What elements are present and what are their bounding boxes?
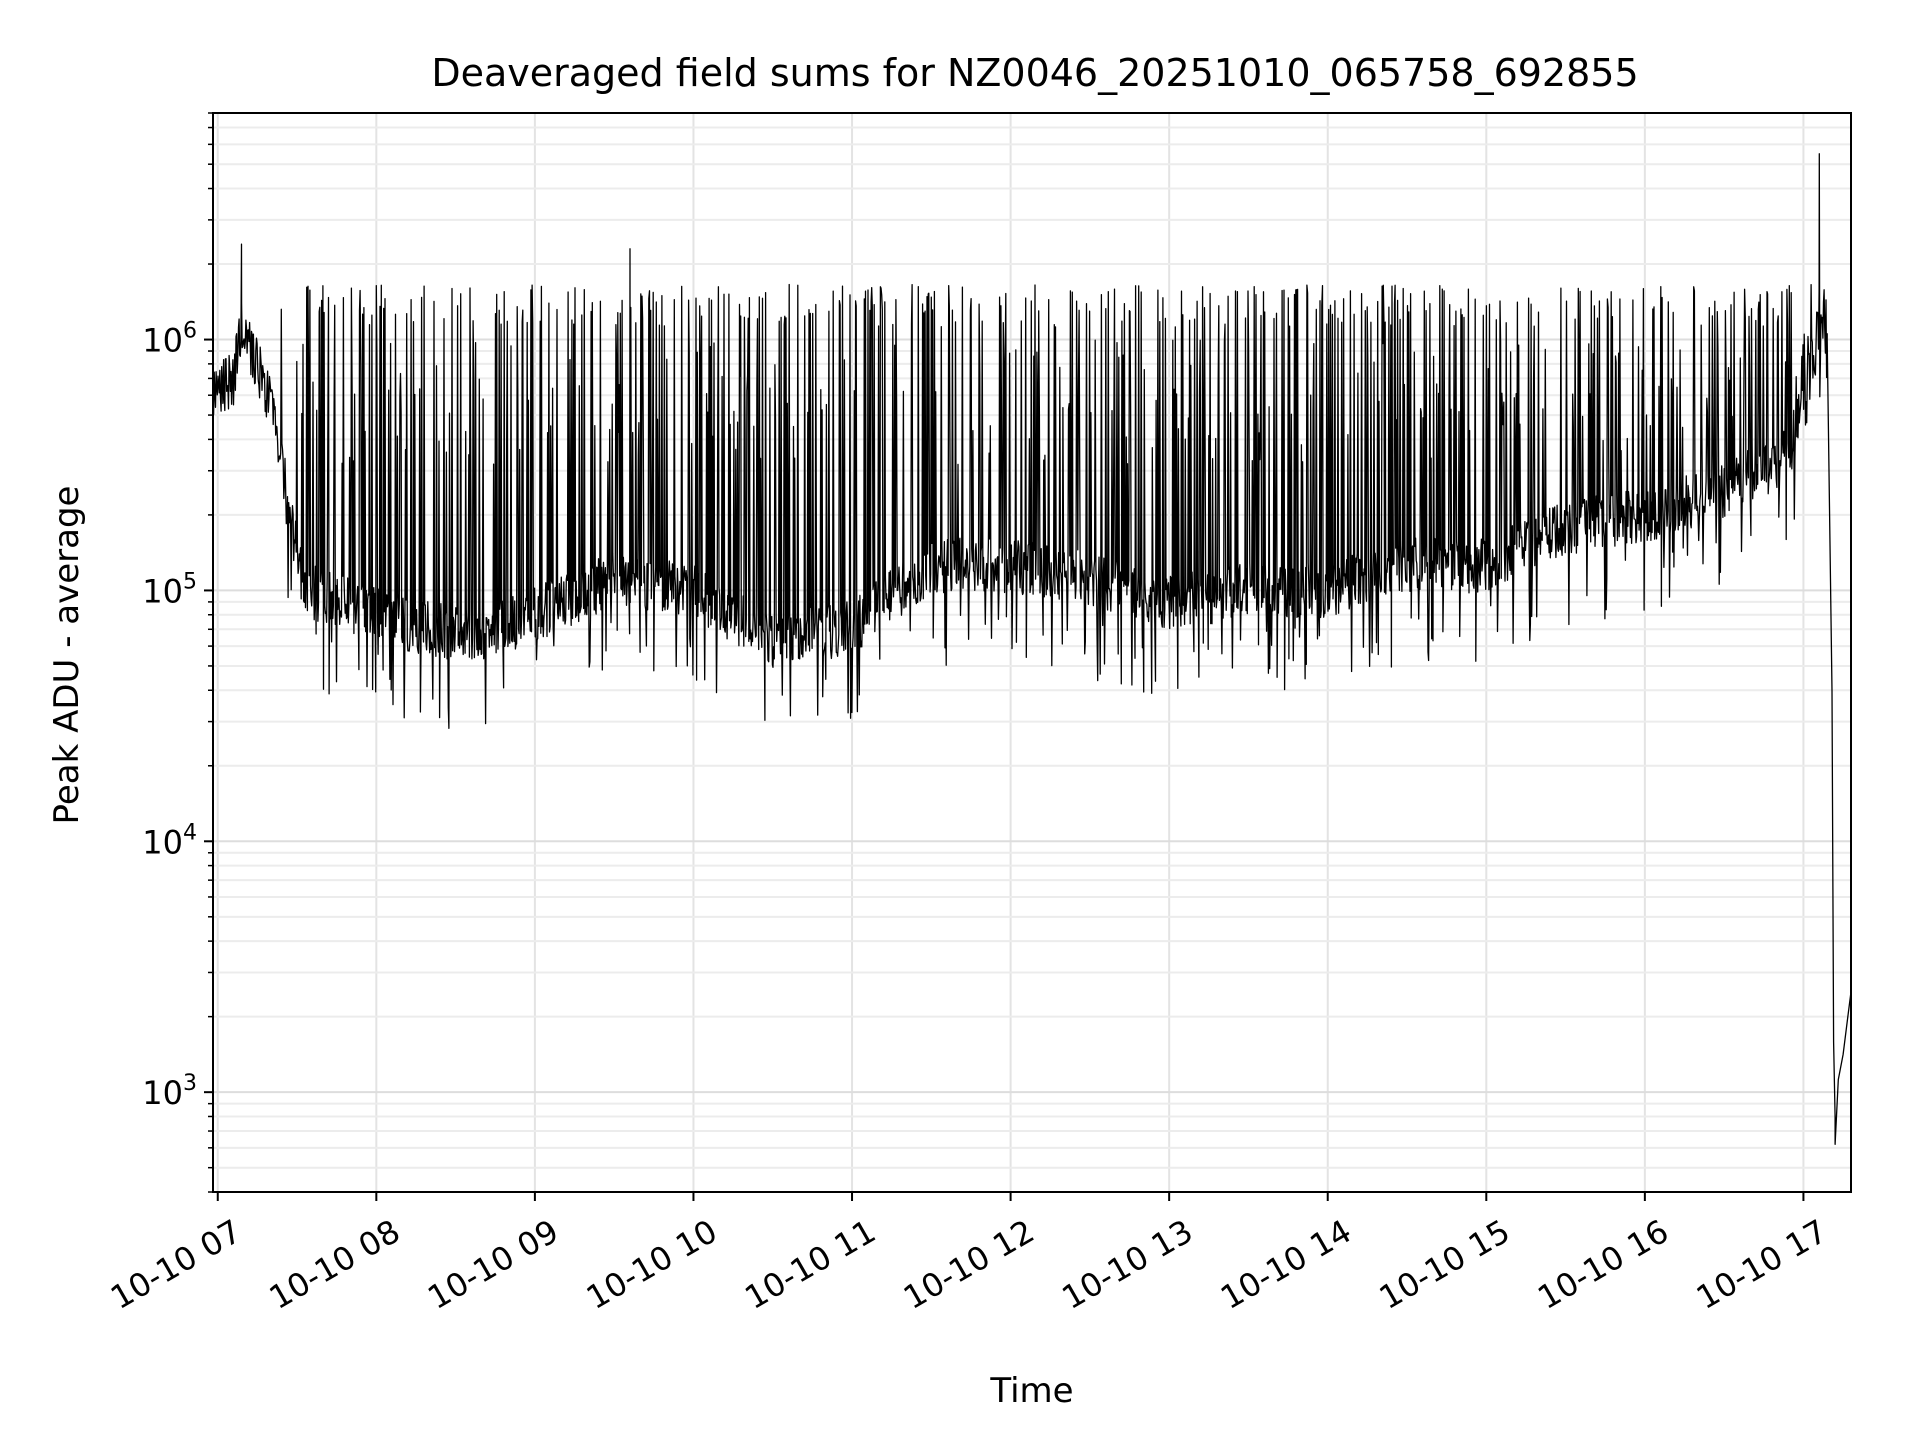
y-tick-label: 104	[142, 820, 197, 861]
series-line	[212, 153, 1852, 1145]
y-tick-label: 105	[142, 569, 197, 610]
y-tick-label: 103	[142, 1071, 197, 1112]
y-tick-label: 106	[142, 319, 197, 360]
x-axis-label: Time	[989, 1371, 1073, 1411]
plot-area	[212, 153, 1852, 1145]
y-axis-label: Peak ADU - average	[47, 486, 87, 825]
axes-frame	[212, 112, 1852, 1193]
chart-title: Deaveraged field sums for NZ0046_2025101…	[431, 51, 1638, 95]
y-axis: 103 104 105 106	[142, 112, 213, 1193]
